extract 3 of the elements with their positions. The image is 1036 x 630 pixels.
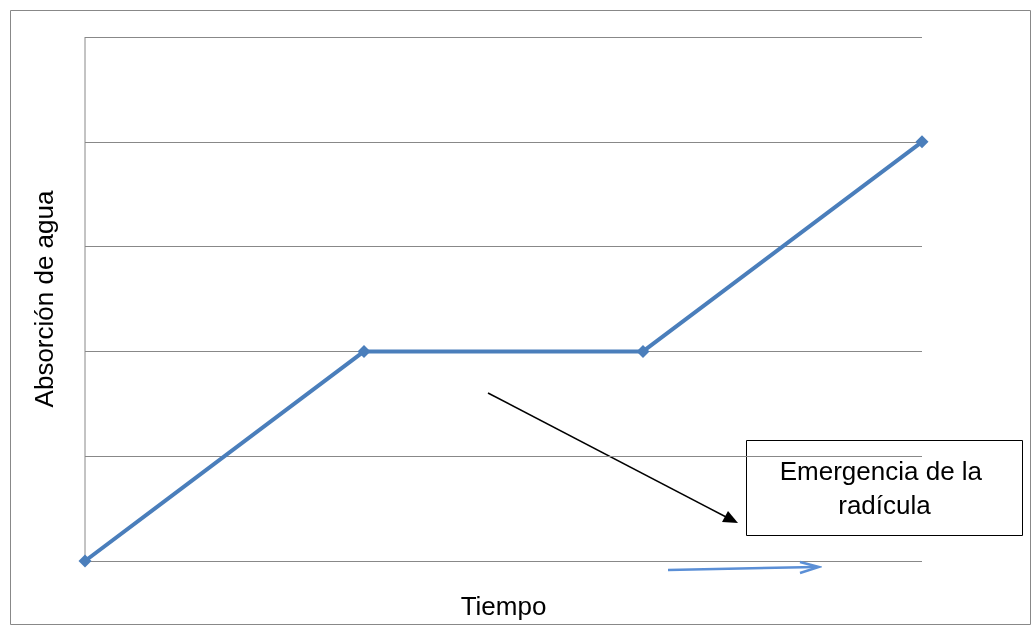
annotation: Emergencia de la radícula [779, 455, 990, 520]
x-axis-title: Tiempo [460, 591, 547, 621]
y-axis-title: Absorción de agua [29, 190, 59, 408]
